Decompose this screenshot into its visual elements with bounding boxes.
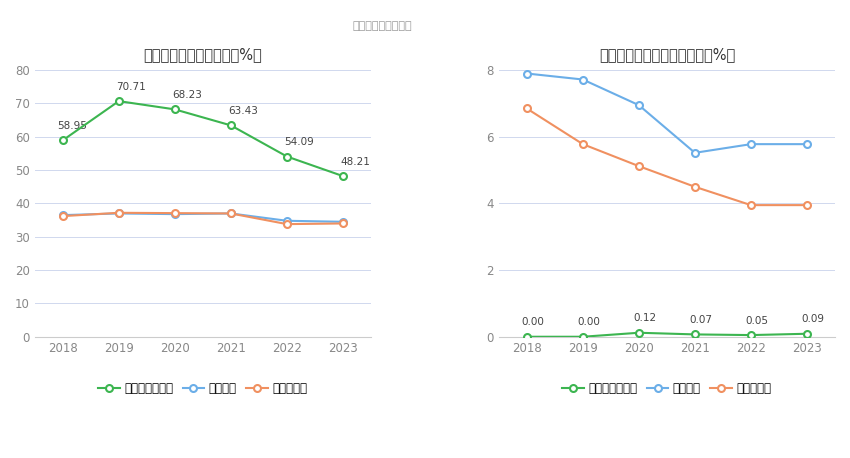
行业均值: [337, 219, 348, 224]
行业中位数: [522, 106, 532, 111]
行业中位数: [690, 184, 700, 190]
有息资产负债率: [802, 331, 812, 337]
行业中位数: [634, 164, 644, 169]
Text: 54.09: 54.09: [284, 137, 314, 147]
公司资产负债率: [337, 174, 348, 179]
Legend: 公司资产负债率, 行业均值, 行业中位数: 公司资产负债率, 行业均值, 行业中位数: [94, 377, 312, 400]
Text: 0.00: 0.00: [577, 317, 600, 327]
Text: 58.95: 58.95: [57, 121, 87, 131]
公司资产负债率: [226, 123, 236, 128]
Text: 70.71: 70.71: [116, 82, 145, 92]
有息资产负债率: [745, 333, 756, 338]
有息资产负债率: [690, 332, 700, 337]
Text: 数据来源：恒生聚源: 数据来源：恒生聚源: [353, 21, 412, 31]
有息资产负债率: [578, 334, 588, 339]
Text: 0.00: 0.00: [521, 317, 544, 327]
Text: 68.23: 68.23: [172, 90, 202, 100]
Text: 63.43: 63.43: [228, 106, 258, 116]
Text: 0.09: 0.09: [802, 315, 824, 324]
行业中位数: [170, 210, 180, 216]
Line: 行业中位数: 行业中位数: [60, 209, 347, 228]
公司资产负债率: [58, 137, 68, 143]
Text: 48.21: 48.21: [340, 157, 370, 167]
Text: 0.05: 0.05: [745, 316, 768, 326]
行业均值: [226, 211, 236, 216]
Title: 近年来有息资产负债率情况（%）: 近年来有息资产负债率情况（%）: [598, 47, 735, 62]
公司资产负债率: [170, 107, 180, 112]
Line: 行业均值: 行业均值: [524, 70, 810, 156]
行业中位数: [58, 213, 68, 219]
行业中位数: [578, 142, 588, 147]
Text: 0.07: 0.07: [689, 315, 712, 325]
Legend: 有息资产负债率, 行业均值, 行业中位数: 有息资产负债率, 行业均值, 行业中位数: [558, 377, 776, 400]
行业均值: [745, 142, 756, 147]
Line: 公司资产负债率: 公司资产负债率: [60, 98, 347, 180]
行业均值: [282, 218, 292, 224]
行业均值: [522, 71, 532, 76]
有息资产负债率: [522, 334, 532, 339]
行业中位数: [114, 210, 124, 216]
行业均值: [802, 142, 812, 147]
行业中位数: [226, 211, 236, 216]
Title: 近年来资产负债率情况（%）: 近年来资产负债率情况（%）: [144, 47, 263, 62]
行业均值: [690, 150, 700, 156]
行业中位数: [282, 221, 292, 227]
行业中位数: [337, 221, 348, 226]
行业均值: [58, 213, 68, 218]
行业中位数: [802, 202, 812, 208]
有息资产负债率: [634, 330, 644, 336]
行业中位数: [745, 202, 756, 208]
Line: 有息资产负债率: 有息资产负债率: [524, 329, 810, 340]
公司资产负债率: [114, 98, 124, 104]
行业均值: [634, 103, 644, 108]
公司资产负债率: [282, 154, 292, 159]
行业均值: [170, 212, 180, 217]
行业均值: [114, 211, 124, 216]
Line: 行业中位数: 行业中位数: [524, 105, 810, 208]
行业均值: [578, 77, 588, 82]
Line: 行业均值: 行业均值: [60, 210, 347, 225]
Text: 0.12: 0.12: [633, 313, 656, 323]
